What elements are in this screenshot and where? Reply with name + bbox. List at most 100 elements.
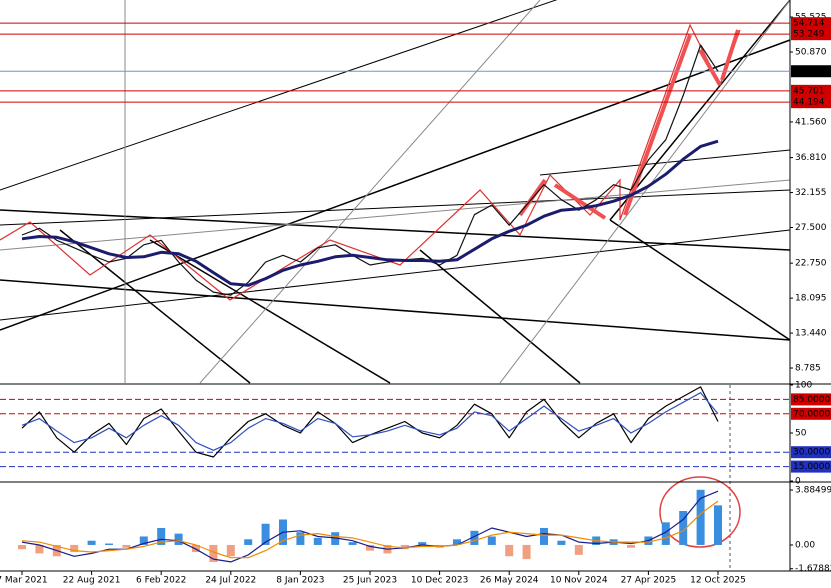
level-label: 53.249 [793,30,825,40]
histogram-bar [574,544,583,555]
level-label-box [791,96,831,109]
series-line [21,500,719,559]
level-label-box [791,65,831,78]
level-label: 44.194 [793,98,825,108]
y-tick-label: 0 [795,477,801,487]
trend-line [609,0,791,221]
histogram-bar [540,527,548,545]
trend-line [199,0,541,384]
trend-line [0,39,791,331]
histogram-bar [331,532,340,545]
histogram-bar [226,544,235,557]
y-tick-label: 13.440 [795,329,827,339]
level-label-box [791,17,831,30]
histogram-bar [522,544,531,560]
level-label-box [791,460,831,473]
trend-line [149,239,391,384]
y-tick-label: 8.785 [795,364,821,374]
y-tick-label: 22.750 [795,259,827,269]
x-tick-label: 25 Jun 2023 [343,576,397,586]
series-line [21,490,719,563]
series-line [21,44,719,296]
level-label: 45.701 [793,86,825,96]
level-label-box [791,393,831,406]
histogram-bar [70,544,79,553]
histogram-bar [313,537,322,545]
y-tick-label: 0.00 [795,540,815,550]
histogram-bar [87,540,96,545]
y-tick-label: 30.0000 [793,448,830,458]
highlight-ellipse [659,476,741,548]
arrow [698,49,722,86]
arrow [553,183,607,220]
histogram-bar [122,544,131,548]
histogram-bar [418,542,427,545]
trend-line [0,229,791,321]
trend-lines [0,0,791,384]
level-label: 48.313 [793,67,825,77]
x-tick-label: 8 Jan 2023 [276,576,324,586]
y-tick-label: 41.560 [795,117,827,127]
trend-line [0,209,791,251]
histogram-bar [348,542,357,545]
y-tick-label: 50.870 [795,48,827,58]
x-tick-label: 10 Dec 2023 [411,576,469,586]
y-tick-label: 36.810 [795,153,827,163]
level-label-box [791,28,831,41]
histogram-bar [505,544,514,557]
trend-line [0,279,791,341]
histogram-bar [400,544,409,550]
histogram-bar [174,533,183,545]
histogram-bar [209,544,218,562]
y-tick-label: 70.0000 [793,409,830,419]
level-label-box [791,446,831,459]
level-label-box [791,407,831,420]
y-tick-label: 27.500 [795,223,827,233]
histogram-bar [679,511,688,545]
level-label-box [791,84,831,97]
series-line [21,139,719,287]
trend-line [0,189,791,226]
trend-line [499,0,791,384]
x-tick-label: 6 Feb 2022 [136,576,186,586]
series-line [21,392,719,451]
trend-line [609,219,791,341]
histogram-bar [18,544,26,550]
histogram-bar [366,544,374,551]
histogram-bar [696,489,705,545]
trend-line [0,179,791,251]
y-tick-label: 32.155 [795,188,827,198]
y-tick-label: 100 [795,381,812,391]
trend-line [419,249,581,384]
x-tick-label: 7 Mar 2021 [0,576,48,586]
y-tick-label: 85.0000 [793,395,830,405]
histogram-bar [105,543,113,545]
x-tick-label: 24 Jul 2022 [205,576,256,586]
histogram-bar [139,536,148,545]
level-label: 54.714 [793,19,825,29]
y-tick-label: -1.67882 [795,564,831,574]
y-tick-label: 50 [795,429,807,439]
x-tick-label: 12 Oct 2025 [690,576,746,586]
x-tick-label: 27 Apr 2025 [621,576,677,586]
histogram-bar [714,505,722,545]
panel-borders [0,0,831,572]
x-tick-label: 10 Nov 2024 [550,576,608,586]
histogram-bar [557,540,566,545]
arrow [623,34,692,216]
histogram-bar [627,544,635,548]
histogram-bar [35,544,44,554]
trend-line [539,149,791,176]
histogram-bar [470,530,479,545]
histogram-bar [661,522,670,545]
histogram-bar [453,539,461,545]
histogram-bar [192,544,200,553]
histogram-bar [157,527,166,545]
trend-line [0,0,558,191]
y-tick-label: 15.0000 [793,462,830,472]
y-tick-label: 18.095 [795,294,827,304]
y-tick-label: 3.88499 [795,486,831,496]
x-tick-label: 22 Aug 2021 [63,576,121,586]
histogram-bar [487,536,496,545]
